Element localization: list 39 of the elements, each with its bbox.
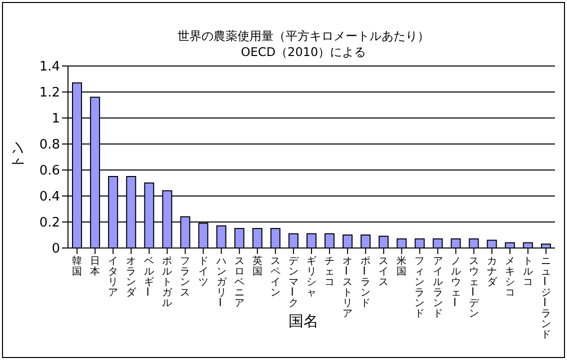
y-tick-label: 0 [52,242,60,257]
x-tick-label: ギリシャ [306,255,316,298]
x-tick-label: 日本 [90,256,100,278]
chart-subtitle: OECD（2010）による [240,44,368,60]
x-tick-label: ドイツ [198,256,208,288]
y-tick-label: 0.8 [39,138,60,153]
y-tick-label: 0.4 [39,190,60,205]
y-tick-label: 1.2 [39,86,60,101]
x-tick-label: トルコ [522,256,533,288]
x-axis-title: 国名 [288,312,318,330]
x-tick-label: オランダ [126,256,138,298]
y-axis-title: トン [10,141,26,169]
x-tick-label: ベルギー [141,256,154,296]
x-tick-label: アイルランド [432,256,443,320]
y-tick-label: 0.2 [39,216,60,231]
x-tick-label: 韓国 [72,255,82,278]
x-tick-label: 英国 [252,255,262,278]
y-tick-label: 1 [52,112,60,127]
x-tick-label: メキシコ [504,256,515,298]
x-tick-label: ニュージーランド [538,256,551,340]
x-tick-label: デンマーク [285,256,300,309]
x-tick-label: ポルトガル [162,256,174,309]
x-tick-label: スロベニア [234,256,244,309]
y-tick-label: 0.6 [39,164,60,179]
x-tick-label: カナダ [486,256,498,288]
chart-title: 世界の農薬使用量（平方キロメートルあたり） [176,28,430,44]
x-tick-label: フィンランド [414,256,425,320]
x-tick-label: ハンガリー [213,256,228,307]
x-tick-label: ノルウェー [448,256,461,307]
x-tick-label: フランス [180,256,190,298]
x-tick-label: チェコ [324,256,335,288]
x-tick-label: ポーランド [358,256,371,309]
x-tick-label: スウェーデン [466,256,480,320]
x-tick-label: オーストリア [340,256,353,320]
x-tick-label: 米国 [396,255,407,278]
x-tick-label: スイス [378,256,389,288]
x-tick-label: イタリア [108,256,118,298]
y-tick-label: 1.4 [39,60,60,75]
x-tick-label: スペイン [270,256,280,298]
